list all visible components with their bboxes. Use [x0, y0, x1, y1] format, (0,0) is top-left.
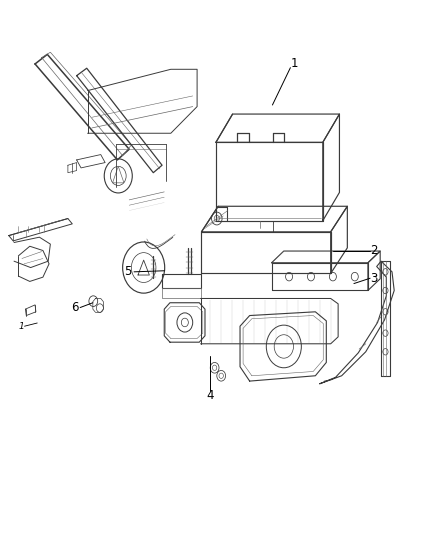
Text: 3: 3: [370, 272, 377, 285]
Text: 4: 4: [206, 389, 214, 402]
Text: 5: 5: [124, 265, 131, 278]
Text: 1: 1: [18, 322, 24, 331]
Text: 2: 2: [370, 244, 378, 257]
Text: 6: 6: [71, 301, 78, 314]
Text: 1: 1: [290, 58, 298, 70]
